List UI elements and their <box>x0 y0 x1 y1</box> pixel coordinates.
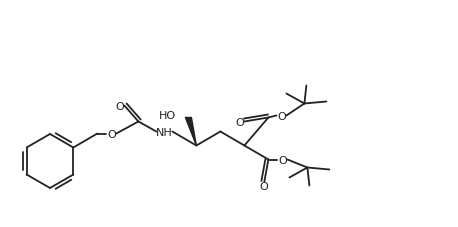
Text: O: O <box>115 101 124 111</box>
Text: O: O <box>107 129 116 139</box>
Text: HO: HO <box>159 110 176 120</box>
Polygon shape <box>185 118 196 146</box>
Text: O: O <box>235 117 244 127</box>
Text: NH: NH <box>156 127 173 137</box>
Text: O: O <box>277 111 286 121</box>
Text: O: O <box>259 182 268 192</box>
Text: O: O <box>278 155 287 165</box>
